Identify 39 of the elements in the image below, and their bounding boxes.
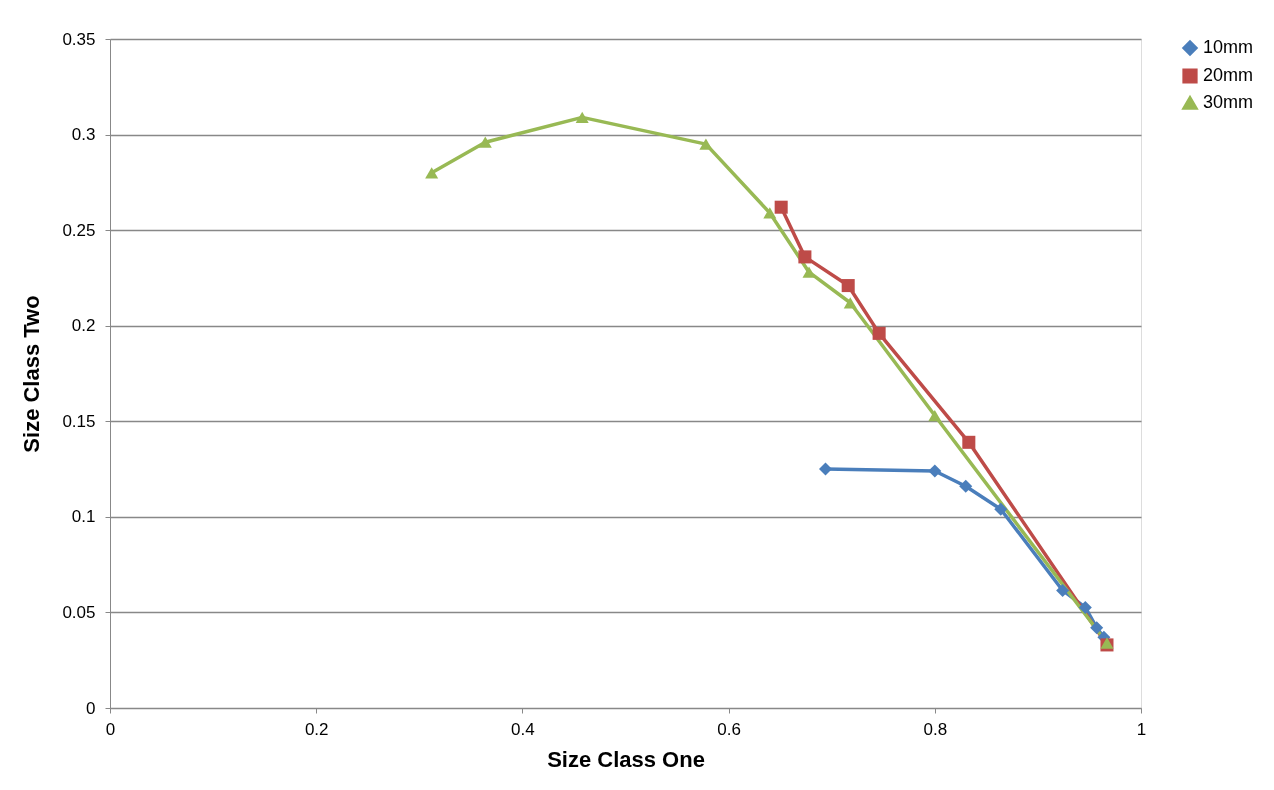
y-tick-label: 0.2 [71,316,96,336]
point [928,464,942,478]
y-tick-label: 0.05 [62,602,96,622]
x-tick-label: 0 [105,719,116,739]
x-tick-label: 1 [1136,719,1147,739]
x-tick-label: 0.8 [923,719,948,739]
point [478,136,492,148]
point [798,250,812,264]
legend-label: 10mm [1203,37,1254,57]
y-tick-label: 0.35 [62,29,96,49]
point [959,479,973,493]
y-tick-label: 0.3 [71,125,96,145]
point [962,435,976,449]
y-tick-label: 0.25 [62,220,96,240]
point [928,409,942,422]
point [774,200,788,214]
point [802,266,816,278]
point [575,111,589,124]
x-tick-label: 0.2 [304,719,329,739]
x-tick-label: 0.6 [717,719,741,739]
y-tick-label: 0.15 [62,411,96,431]
y-tick-label: 0.1 [71,507,96,527]
point [841,279,855,293]
point [699,138,713,150]
x-axis-title: Size Class One [547,746,705,772]
y-axis-title: Size Class Two [19,295,45,453]
point [763,207,777,219]
point [872,326,886,340]
x-tick-label: 0.4 [511,719,535,739]
y-tick-label: 0 [86,698,96,718]
point [425,167,439,179]
point [1090,621,1104,635]
point [994,502,1008,516]
point [843,297,857,309]
legend-label: 30mm [1203,92,1254,112]
point [1056,583,1070,597]
point [1078,600,1092,614]
point [818,462,833,476]
legend-label: 20mm [1203,65,1254,85]
